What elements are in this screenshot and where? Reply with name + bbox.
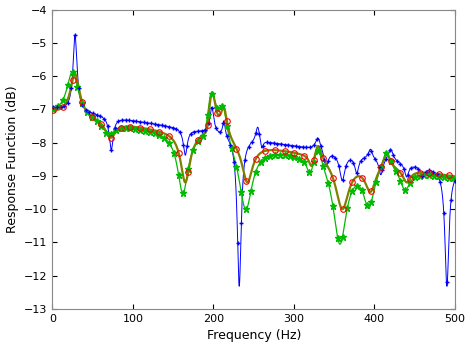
X-axis label: Frequency (Hz): Frequency (Hz) bbox=[206, 330, 301, 342]
Y-axis label: Response Function (dB): Response Function (dB) bbox=[6, 86, 18, 233]
